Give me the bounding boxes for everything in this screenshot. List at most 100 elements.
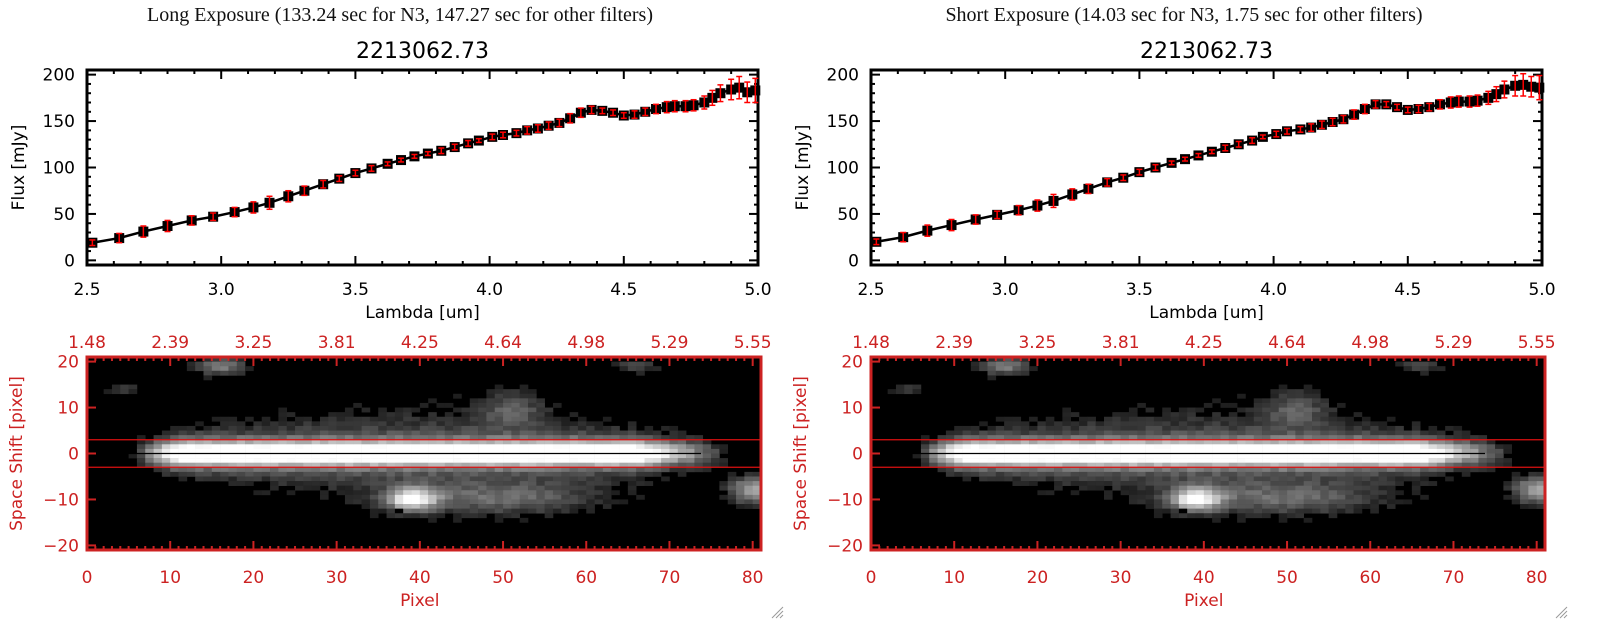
image-pixel [328, 444, 337, 450]
image-pixel [627, 485, 637, 491]
image-pixel [1212, 435, 1221, 441]
image-pixel [1195, 448, 1205, 454]
image-pixel [569, 504, 579, 509]
image-pixel [311, 448, 321, 454]
image-pixel [736, 481, 745, 486]
image-pixel [394, 448, 404, 454]
image-pixel [511, 494, 520, 500]
image-pixel [1178, 494, 1188, 500]
image-pixel [1079, 435, 1088, 441]
image-pixel [1453, 448, 1463, 454]
image-pixel [403, 462, 412, 468]
image-pixel [962, 448, 972, 454]
x-tick-label: 20 [243, 568, 265, 588]
image-pixel [295, 439, 304, 445]
image-pixel [503, 453, 512, 459]
image-pixel [1403, 458, 1413, 463]
image-pixel [1345, 467, 1354, 473]
image-pixel [937, 444, 947, 450]
image-pixel [1178, 485, 1188, 491]
image-pixel [378, 407, 387, 413]
image-pixel [361, 494, 371, 500]
image-pixel [220, 476, 229, 482]
x-tick-label: 40 [1193, 568, 1215, 588]
image-pixel [1312, 448, 1321, 454]
image-pixel [503, 458, 512, 463]
image-pixel [469, 471, 479, 477]
image-pixel [1145, 435, 1155, 441]
image-pixel [752, 471, 762, 477]
image-pixel [478, 485, 487, 491]
resize-grip[interactable] [1554, 604, 1568, 619]
image-pixel [1278, 421, 1288, 427]
image-pixel [1095, 439, 1105, 445]
image-pixel [236, 435, 246, 441]
image-pixel [486, 402, 496, 408]
image-pixel [586, 462, 595, 468]
image-pixel [1312, 421, 1321, 427]
image-pixel [170, 425, 179, 431]
image-pixel [228, 462, 238, 468]
image-pixel [544, 467, 554, 473]
image-pixel [336, 425, 346, 431]
image-pixel [220, 421, 229, 427]
image-pixel [1120, 471, 1130, 477]
image-pixel [1195, 435, 1205, 441]
image-pixel [544, 494, 554, 500]
image-pixel [453, 453, 462, 459]
image-pixel [577, 504, 587, 509]
image-pixel [378, 421, 387, 427]
resize-grip[interactable] [770, 604, 784, 619]
image-pixel [369, 481, 379, 486]
image-pixel [419, 490, 429, 496]
image-pixel [1253, 513, 1263, 519]
image-pixel [145, 462, 154, 468]
image-pixel [1062, 471, 1072, 477]
image-pixel [744, 485, 753, 491]
image-pixel [286, 444, 296, 450]
image-pixel [170, 462, 179, 468]
image-pixel [1004, 435, 1013, 441]
image-pixel [1062, 462, 1072, 468]
image-pixel [594, 471, 604, 477]
image-pixel [619, 467, 629, 473]
image-pixel [1004, 444, 1013, 450]
image-pixel [1478, 448, 1488, 454]
image-pixel [1070, 439, 1080, 445]
image-pixel [1295, 435, 1304, 441]
image-pixel [478, 430, 487, 436]
image-pixel [444, 471, 454, 477]
image-pixel [336, 439, 346, 445]
image-pixel [1303, 384, 1313, 390]
image-pixel [1436, 462, 1446, 468]
image-pixel [1287, 462, 1296, 468]
image-pixel [937, 439, 947, 445]
image-pixel [1037, 453, 1047, 459]
image-pixel [503, 412, 512, 418]
image-pixel [1178, 467, 1188, 473]
image-pixel [669, 467, 679, 473]
image-pixel [1370, 481, 1379, 486]
image-pixel [652, 448, 662, 454]
image-pixel [1178, 430, 1188, 436]
image-pixel [1178, 481, 1188, 486]
image-pixel [752, 494, 762, 500]
image-pixel [627, 481, 637, 486]
image-pixel [1328, 430, 1338, 436]
image-pixel [361, 425, 371, 431]
image-pixel [636, 471, 645, 477]
image-pixel [1386, 467, 1396, 473]
image-pixel [1361, 471, 1371, 477]
image-pixels [887, 357, 1546, 523]
image-pixel [1295, 425, 1304, 431]
image-pixel [469, 444, 479, 450]
image-pixel [528, 471, 537, 477]
image-pixel [636, 370, 645, 376]
image-pixel [245, 467, 254, 473]
image-pixel [912, 389, 922, 395]
image-pixel [1345, 458, 1354, 463]
image-pixel [136, 448, 146, 454]
image-pixel [1195, 430, 1205, 436]
y-tick-label: 100 [827, 159, 859, 179]
image-pixel [1120, 448, 1130, 454]
